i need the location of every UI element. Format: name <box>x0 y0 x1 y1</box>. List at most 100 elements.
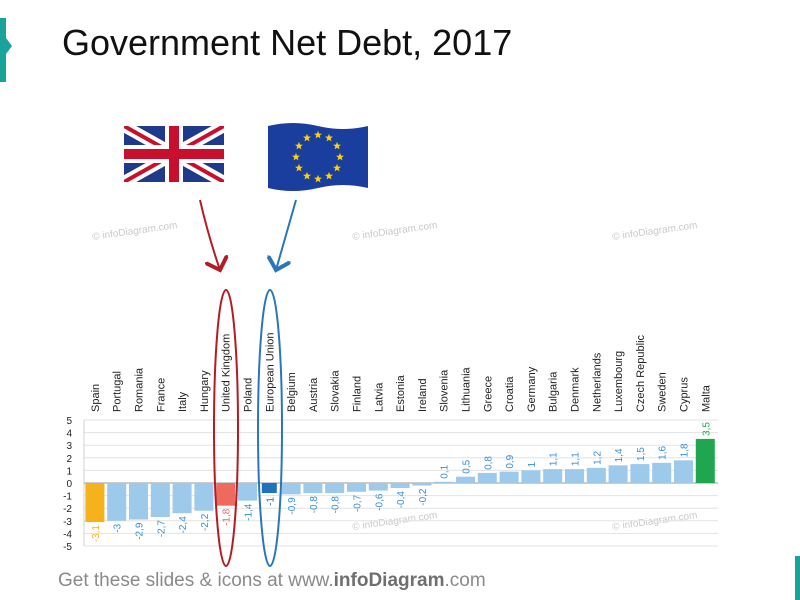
category-label: Latvia <box>373 382 385 412</box>
y-tick-label: -2 <box>63 504 72 515</box>
flag-united-kingdom-icon <box>124 126 224 182</box>
eu-star <box>336 152 344 161</box>
y-tick-label: 4 <box>66 429 72 440</box>
category-label: Finland <box>352 376 364 412</box>
uk-arrow <box>199 199 220 270</box>
bar-finland <box>347 483 366 492</box>
category-label: Poland <box>243 378 255 412</box>
value-label: -2,9 <box>135 522 146 540</box>
bar-greece <box>477 472 497 483</box>
bar-luxembourg <box>608 465 628 483</box>
bar-spain <box>85 483 105 523</box>
y-tick-label: 0 <box>66 479 72 490</box>
y-tick-label: -3 <box>63 517 72 528</box>
y-tick-label: 2 <box>66 454 72 465</box>
bar-austria <box>303 483 323 494</box>
value-label: -2,4 <box>178 516 189 534</box>
bar-italy <box>172 483 192 514</box>
y-tick-label: 3 <box>66 441 72 452</box>
value-label: 0,1 <box>440 464 451 478</box>
bar-hungary <box>194 483 214 511</box>
category-label: Lithuania <box>461 366 473 412</box>
value-label: 1 <box>527 461 538 467</box>
value-label: 0,9 <box>505 454 516 468</box>
value-label: 0,8 <box>483 456 494 470</box>
value-label: -1,8 <box>222 508 233 526</box>
bar-european-union <box>261 483 277 493</box>
category-label: Greece <box>482 376 494 412</box>
bar-lithuania <box>456 476 475 483</box>
bar-france <box>150 483 170 518</box>
category-label: Denmark <box>570 367 582 412</box>
category-label: Romania <box>134 367 146 412</box>
footer-prefix: Get these slides & icons at www. <box>58 570 334 591</box>
category-label: Ireland <box>417 378 429 412</box>
value-label: 3,5 <box>701 422 712 436</box>
category-label: Estonia <box>395 374 407 412</box>
y-tick-label: 1 <box>66 466 72 477</box>
category-label: Austria <box>308 377 320 412</box>
category-label: Hungary <box>199 370 211 412</box>
value-labels: -3,1 -3 -2,9 -2,7 -2,4 -2,2 -1,8 -1,4 -1 -0,9 -0,8… <box>91 422 712 543</box>
eu-star <box>294 163 303 172</box>
category-label: Czech Republic <box>635 334 647 412</box>
category-label: Cyprus <box>679 377 691 412</box>
y-tick-label: -5 <box>63 542 72 553</box>
value-label: -2,2 <box>200 513 211 531</box>
value-label: 1,8 <box>680 443 691 457</box>
value-label: 1,2 <box>592 451 603 465</box>
bar-czech-republic <box>630 464 650 483</box>
category-label: Malta <box>700 384 712 412</box>
category-label: Slovakia <box>330 370 342 412</box>
eu-star <box>314 174 322 183</box>
bar-slovakia <box>325 483 345 494</box>
left-accent-arrow <box>6 38 12 54</box>
value-label: -1,4 <box>244 503 255 521</box>
footer-text: Get these slides & icons at www.infoDiag… <box>58 570 486 592</box>
value-label: -0,8 <box>309 496 320 514</box>
category-label: Bulgaria <box>548 371 560 412</box>
eu-star <box>294 141 303 150</box>
bar-belgium <box>281 483 301 495</box>
value-label: -0,8 <box>331 496 342 514</box>
eu-star <box>303 171 311 180</box>
category-label: Spain <box>90 384 102 412</box>
value-label: -2,7 <box>156 520 167 538</box>
eu-star <box>333 141 342 150</box>
eu-star <box>325 171 333 180</box>
eu-star <box>325 133 333 142</box>
y-tick-label: -1 <box>63 492 72 503</box>
chart-grid <box>84 419 718 547</box>
category-label: Italy <box>177 391 189 412</box>
bar-denmark <box>565 469 584 483</box>
bar-united-kingdom <box>216 483 236 506</box>
bar-ireland <box>412 483 432 486</box>
category-label: United Kingdom <box>221 334 233 412</box>
eu-star <box>292 152 300 161</box>
bar-malta <box>695 438 715 483</box>
bar-croatia <box>499 471 519 483</box>
footer-suffix: .com <box>444 570 486 591</box>
category-label: Luxembourg <box>613 351 625 412</box>
bar-portugal <box>107 483 127 521</box>
eu-star <box>303 133 311 142</box>
bar-sweden <box>652 462 672 483</box>
category-label: European Union <box>264 332 276 412</box>
value-label: 1,4 <box>614 448 625 462</box>
value-label: 1,1 <box>549 452 560 466</box>
page-title: Government Net Debt, 2017 <box>62 22 513 63</box>
bar-romania <box>129 483 148 520</box>
category-label: Slovenia <box>439 369 451 412</box>
category-labels: Spain Portugal Romania France Italy Hungary Un… <box>90 332 712 412</box>
category-label: Germany <box>526 366 538 412</box>
value-label: -0,2 <box>418 488 429 506</box>
eu-star <box>333 163 342 172</box>
value-label: 1,5 <box>636 447 647 461</box>
flag-european-union-icon <box>268 123 368 191</box>
value-label: -0,6 <box>374 493 385 511</box>
value-label: -0,9 <box>287 497 298 515</box>
value-label: -3,1 <box>91 525 102 543</box>
eu-arrow <box>276 199 297 270</box>
value-label: -3 <box>113 523 124 532</box>
